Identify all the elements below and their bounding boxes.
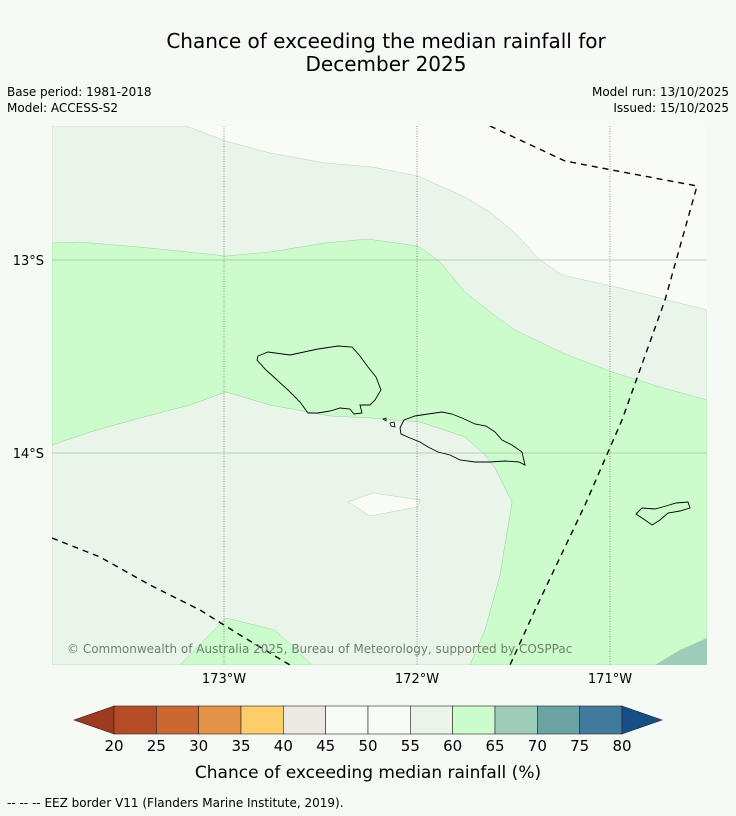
model-run: Model run: 13/10/2025 xyxy=(591,85,729,99)
base-period: Base period: 1981-2018 xyxy=(7,85,152,99)
colorbar-segment-35_40 xyxy=(240,705,284,735)
colorbar-segment-45_50 xyxy=(325,705,369,735)
zone-45-55-patch xyxy=(347,492,421,517)
colorbar-tick-label: 60 xyxy=(443,737,462,755)
zone-55-60-south xyxy=(52,391,513,665)
colorbar-tick-label: 40 xyxy=(274,737,293,755)
model-name: Model: ACCESS-S2 xyxy=(7,101,119,115)
colorbar-tick-label: 25 xyxy=(147,737,166,755)
colorbar-extend-low xyxy=(73,705,115,735)
issued-date: Issued: 15/10/2025 xyxy=(613,101,729,115)
island-manono xyxy=(389,421,396,428)
colorbar-segment-55_60 xyxy=(410,705,453,735)
colorbar-segment-30_35 xyxy=(198,705,242,735)
meta-left: Base period: 1981-2018 Model: ACCESS-S2 xyxy=(7,84,152,116)
colorbar-label: Chance of exceeding median rainfall (%) xyxy=(195,763,541,783)
colorbar-tick-label: 65 xyxy=(485,737,504,755)
meta-right: Model run: 13/10/2025 Issued: 15/10/2025 xyxy=(592,84,729,116)
colorbar-tick-label: 30 xyxy=(189,737,208,755)
map-area xyxy=(52,126,707,665)
colorbar-tick-label: 35 xyxy=(231,737,250,755)
colorbar xyxy=(73,705,663,735)
colorbar-segment-75_80 xyxy=(579,705,623,735)
eez-legend-text: EEZ border V11 (Flanders Marine Institut… xyxy=(44,796,344,810)
eez-legend-symbol: -- -- -- xyxy=(7,796,41,810)
colorbar-tick-label: 45 xyxy=(316,737,335,755)
zone-60-65-south xyxy=(179,617,313,665)
island-apolima xyxy=(382,417,387,422)
eez-border xyxy=(52,126,698,665)
lon-label-171w: 171°W xyxy=(588,672,632,687)
chart-title: Chance of exceeding the median rainfall … xyxy=(0,30,736,76)
colorbar-tick-label: 55 xyxy=(401,737,420,755)
colorbar-segment-40_45 xyxy=(283,705,326,735)
colorbar-segment-25_30 xyxy=(156,705,199,735)
island-savaii xyxy=(256,345,382,415)
colorbar-tick-label: 70 xyxy=(528,737,547,755)
island-tutuila xyxy=(635,501,691,526)
colorbar-ticks: 20 25 30 35 40 45 50 55 60 65 70 75 80 xyxy=(104,737,631,755)
title-line-1: Chance of exceeding the median rainfall … xyxy=(166,29,606,53)
latitude-gridlines xyxy=(52,259,707,454)
island-upolu xyxy=(399,411,526,466)
title-line-2: December 2025 xyxy=(305,52,467,76)
copyright-notice: © Commonwealth of Australia 2025, Bureau… xyxy=(67,642,572,656)
lon-label-172w: 172°W xyxy=(395,672,439,687)
colorbar-tick-label: 75 xyxy=(570,737,589,755)
colorbar-extend-high xyxy=(621,705,663,735)
colorbar-segment-65_70 xyxy=(494,705,538,735)
colorbar-segment-50_55 xyxy=(367,705,411,735)
footer-legend: -- -- -- EEZ border V11 (Flanders Marine… xyxy=(7,796,344,810)
lon-label-173w: 173°W xyxy=(202,672,246,687)
colorbar-segment-20_25 xyxy=(113,705,157,735)
colorbar-tick-label: 50 xyxy=(358,737,377,755)
colorbar-tick-label: 80 xyxy=(612,737,631,755)
colorbar-tick-label: 20 xyxy=(104,737,123,755)
colorbar-segment-60_65 xyxy=(452,705,496,735)
zone-65-70 xyxy=(655,638,707,665)
colorbar-segment-70_75 xyxy=(537,705,580,735)
lat-label-14s: 14°S xyxy=(13,447,44,462)
lat-label-13s: 13°S xyxy=(13,254,44,269)
